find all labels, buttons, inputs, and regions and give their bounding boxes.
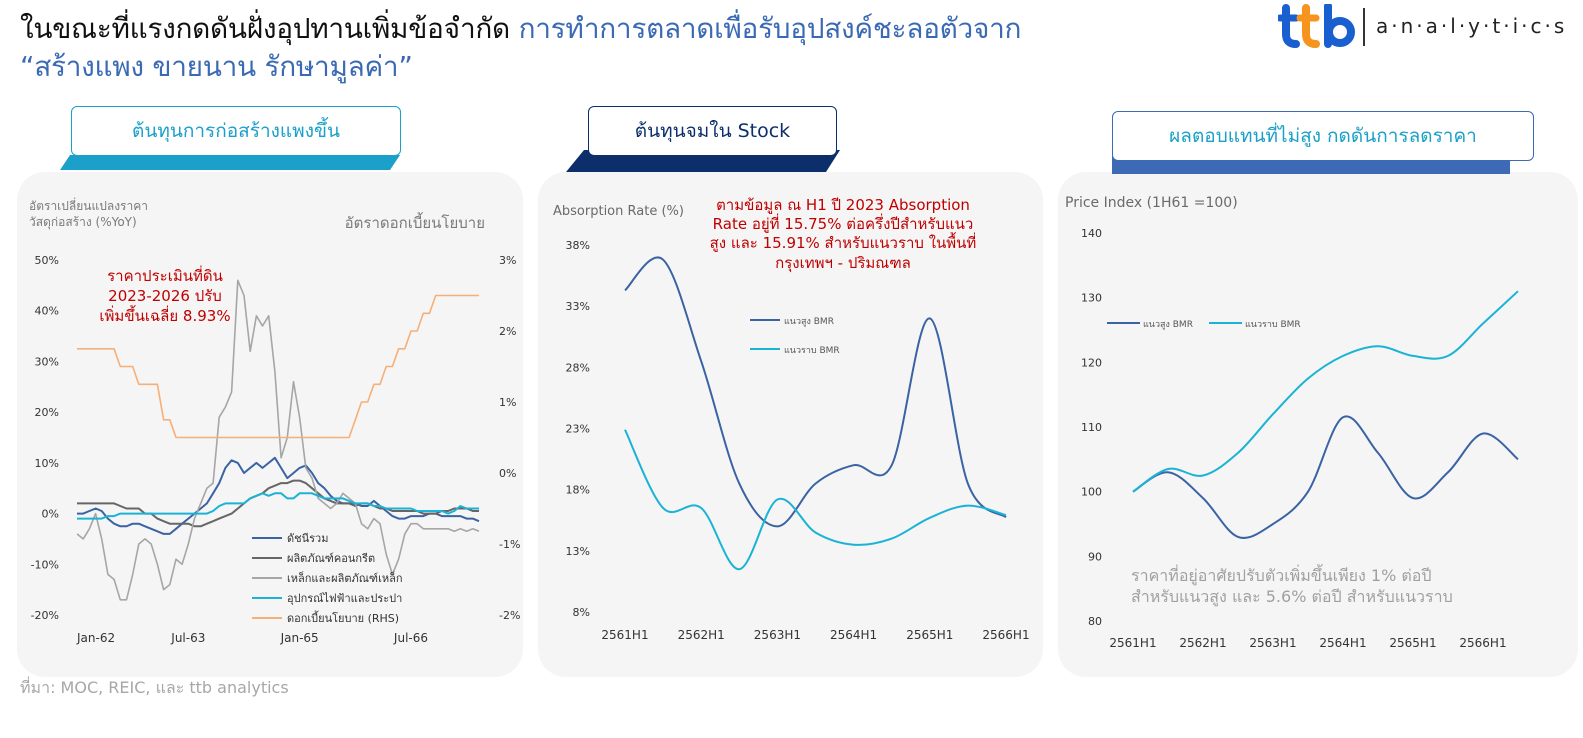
chart1-y2-tick: 2%: [499, 325, 516, 338]
title-line2: “สร้างแพง ขายนาน รักษามูลค่า”: [20, 50, 413, 83]
chart1-series-line: [77, 294, 479, 439]
chart1-legend-label: อุปกรณ์ไฟฟ้าและประปา: [287, 592, 402, 605]
chart2-y-tick: 28%: [566, 361, 590, 374]
chart2-y-tick: 8%: [573, 606, 590, 619]
chart3-y-tick: 130: [1081, 292, 1102, 305]
chart1-series-line: [77, 492, 479, 520]
chart2-annotation-line3: สูง และ 15.91% สำหรับแนวราบ ในพื้นที่: [710, 232, 977, 252]
price-index-chart: Price Index (1H61 =100) 140 130 120 110 100 9…: [1065, 195, 1519, 650]
tab-stock-cost: ต้นทุนจมใน Stock: [588, 106, 837, 156]
chart3-annotation-line2: สำหรับแนวสูง และ 5.6% ต่อปี สำหรับแนวราบ: [1131, 587, 1453, 607]
chart1-y2-tick: -2%: [499, 609, 520, 622]
chart1-legend-label: เหล็กและผลิตภัณฑ์เหล็ก: [287, 571, 402, 585]
chart2-y-tick: 13%: [566, 545, 590, 558]
chart2-y-tick: 23%: [566, 423, 590, 436]
chart3-ylabel: Price Index (1H61 =100): [1065, 195, 1238, 211]
chart3-y-tick: 140: [1081, 227, 1102, 240]
chart2-legend-label: แนวสูง BMR: [784, 317, 834, 327]
chart3-y-tick: 120: [1081, 356, 1102, 369]
chart1-y-tick: 10%: [35, 457, 59, 470]
chart1-y-tick: 40%: [35, 305, 59, 318]
left-tab-shadow: [60, 155, 400, 170]
tab-low-return-label: ผลตอบแทนที่ไม่สูง กดดันการลดราคา: [1169, 125, 1477, 147]
chart2-x-tick: 2562H1: [678, 628, 725, 642]
chart2-x-tick: 2566H1: [982, 628, 1029, 642]
chart1-legend-label: ดอกเบี้ยนโยบาย (RHS): [287, 610, 399, 625]
tab-stock-cost-label: ต้นทุนจมใน Stock: [634, 120, 791, 142]
chart1-y2label: อัตราดอกเบี้ยนโยบาย: [345, 212, 485, 232]
chart2-x-tick: 2561H1: [601, 628, 648, 642]
chart2-x-tick: 2565H1: [906, 628, 953, 642]
chart1-y-tick: 30%: [35, 355, 59, 368]
chart2-annotation-line4: กรุงเทพฯ - ปริมณฑล: [775, 254, 911, 273]
chart2-y-tick: 33%: [566, 300, 590, 313]
chart1-series-line: [76, 279, 480, 601]
chart2-legend-label: แนวราบ BMR: [784, 346, 840, 356]
logo-divider: [1363, 8, 1365, 46]
chart1-annotation-line2: 2023-2026 ปรับ: [108, 287, 222, 305]
absorption-rate-chart: Absorption Rate (%) ตามข้อมูล ณ H1 ปี 20…: [553, 196, 1030, 642]
title-black: ในขณะที่แรงกดดันฝั่งอุปทานเพิ่มข้อจำกัด: [20, 12, 510, 45]
chart1-annotation-line1: ราคาประเมินที่ดิน: [107, 265, 223, 285]
right-panel: [1058, 172, 1578, 677]
chart1-y2-tick: 0%: [499, 467, 516, 480]
chart3-y-tick: 80: [1088, 615, 1102, 628]
chart1-y-tick: -10%: [31, 558, 59, 571]
chart3-x-tick: 2565H1: [1389, 636, 1436, 650]
chart1-y2-tick: 1%: [499, 396, 516, 409]
chart1-annotation-line3: เพิ่มขึ้นเฉลี่ย 8.93%: [99, 305, 230, 325]
left-panel: [17, 172, 523, 677]
chart1-y-tick: 50%: [35, 254, 59, 267]
chart3-x-tick: 2561H1: [1109, 636, 1156, 650]
chart3-y-tick: 90: [1088, 550, 1102, 563]
chart1-x-tick: Jul-66: [393, 631, 428, 645]
chart1-ylabel-line2: วัสดุก่อสร้าง (%YoY): [29, 215, 137, 230]
chart3-y-tick: 110: [1081, 421, 1102, 434]
chart1-x-tick: Jan-62: [76, 631, 115, 645]
chart2-annotation-line1: ตามข้อมูล ณ H1 ปี 2023 Absorption: [716, 196, 970, 214]
chart3-x-tick: 2562H1: [1179, 636, 1226, 650]
title-blue: การทำการตลาดเพื่อรับอุปสงค์ชะลอตัวจาก: [518, 12, 1022, 45]
tab-low-return: ผลตอบแทนที่ไม่สูง กดดันการลดราคา: [1112, 111, 1534, 161]
middle-panel: [538, 172, 1043, 677]
chart3-annotation-line1: ราคาที่อยู่อาศัยปรับตัวเพิ่มขึ้นเพียง 1%…: [1131, 564, 1432, 586]
chart1-y2-tick: -1%: [499, 538, 520, 551]
chart1-y2-tick: 3%: [499, 254, 516, 267]
chart3-legend-label: แนวสูง BMR: [1143, 320, 1193, 330]
page-title: ในขณะที่แรงกดดันฝั่งอุปทานเพิ่มข้อจำกัด …: [20, 10, 1260, 86]
chart2-series-line: [624, 256, 1007, 528]
chart1-y-tick: 20%: [35, 406, 59, 419]
logo-text: a·n·a·l·y·t·i·c·s: [1376, 14, 1568, 38]
chart1-y-tick: -20%: [31, 609, 59, 622]
source-note: ที่มา: MOC, REIC, และ ttb analytics: [20, 678, 289, 697]
construction-cost-chart: อัตราเปลี่ยนแปลงราคา วัสดุก่อสร้าง (%YoY…: [29, 197, 520, 645]
tab-construction-cost: ต้นทุนการก่อสร้างแพงขึ้น: [71, 106, 401, 156]
chart3-series-line: [1132, 415, 1519, 539]
ttb-analytics-logo: a·n·a·l·y·t·i·c·s: [1276, 2, 1564, 50]
chart1-legend-label: ผลิตภัณฑ์คอนกรีต: [287, 552, 375, 565]
chart2-ylabel: Absorption Rate (%): [553, 204, 684, 219]
chart2-series-line: [624, 429, 1007, 571]
chart2-x-tick: 2563H1: [754, 628, 801, 642]
chart3-y-tick: 100: [1081, 486, 1102, 499]
chart3-legend-label: แนวราบ BMR: [1245, 320, 1301, 330]
chart2-y-tick: 38%: [566, 239, 590, 252]
chart3-series-line: [1132, 290, 1519, 493]
chart3-x-tick: 2566H1: [1459, 636, 1506, 650]
chart1-x-tick: Jul-63: [170, 631, 205, 645]
ttb-logo-icon: [1276, 2, 1355, 48]
chart2-y-tick: 18%: [566, 484, 590, 497]
chart1-series-line: [77, 456, 480, 535]
chart1-y-tick: 0%: [42, 508, 59, 521]
chart1-x-tick: Jan-65: [280, 631, 319, 645]
chart1-ylabel-line1: อัตราเปลี่ยนแปลงราคา: [29, 197, 148, 213]
tab-construction-cost-label: ต้นทุนการก่อสร้างแพงขึ้น: [132, 120, 340, 142]
chart2-x-tick: 2564H1: [830, 628, 877, 642]
chart3-x-tick: 2563H1: [1249, 636, 1296, 650]
chart3-x-tick: 2564H1: [1319, 636, 1366, 650]
chart1-legend-label: ดัชนีรวม: [287, 532, 328, 545]
chart2-annotation-line2: Rate อยู่ที่ 15.75% ต่อครึ่งปีสำหรับแนว: [713, 213, 974, 233]
chart1-series-line: [77, 479, 479, 528]
